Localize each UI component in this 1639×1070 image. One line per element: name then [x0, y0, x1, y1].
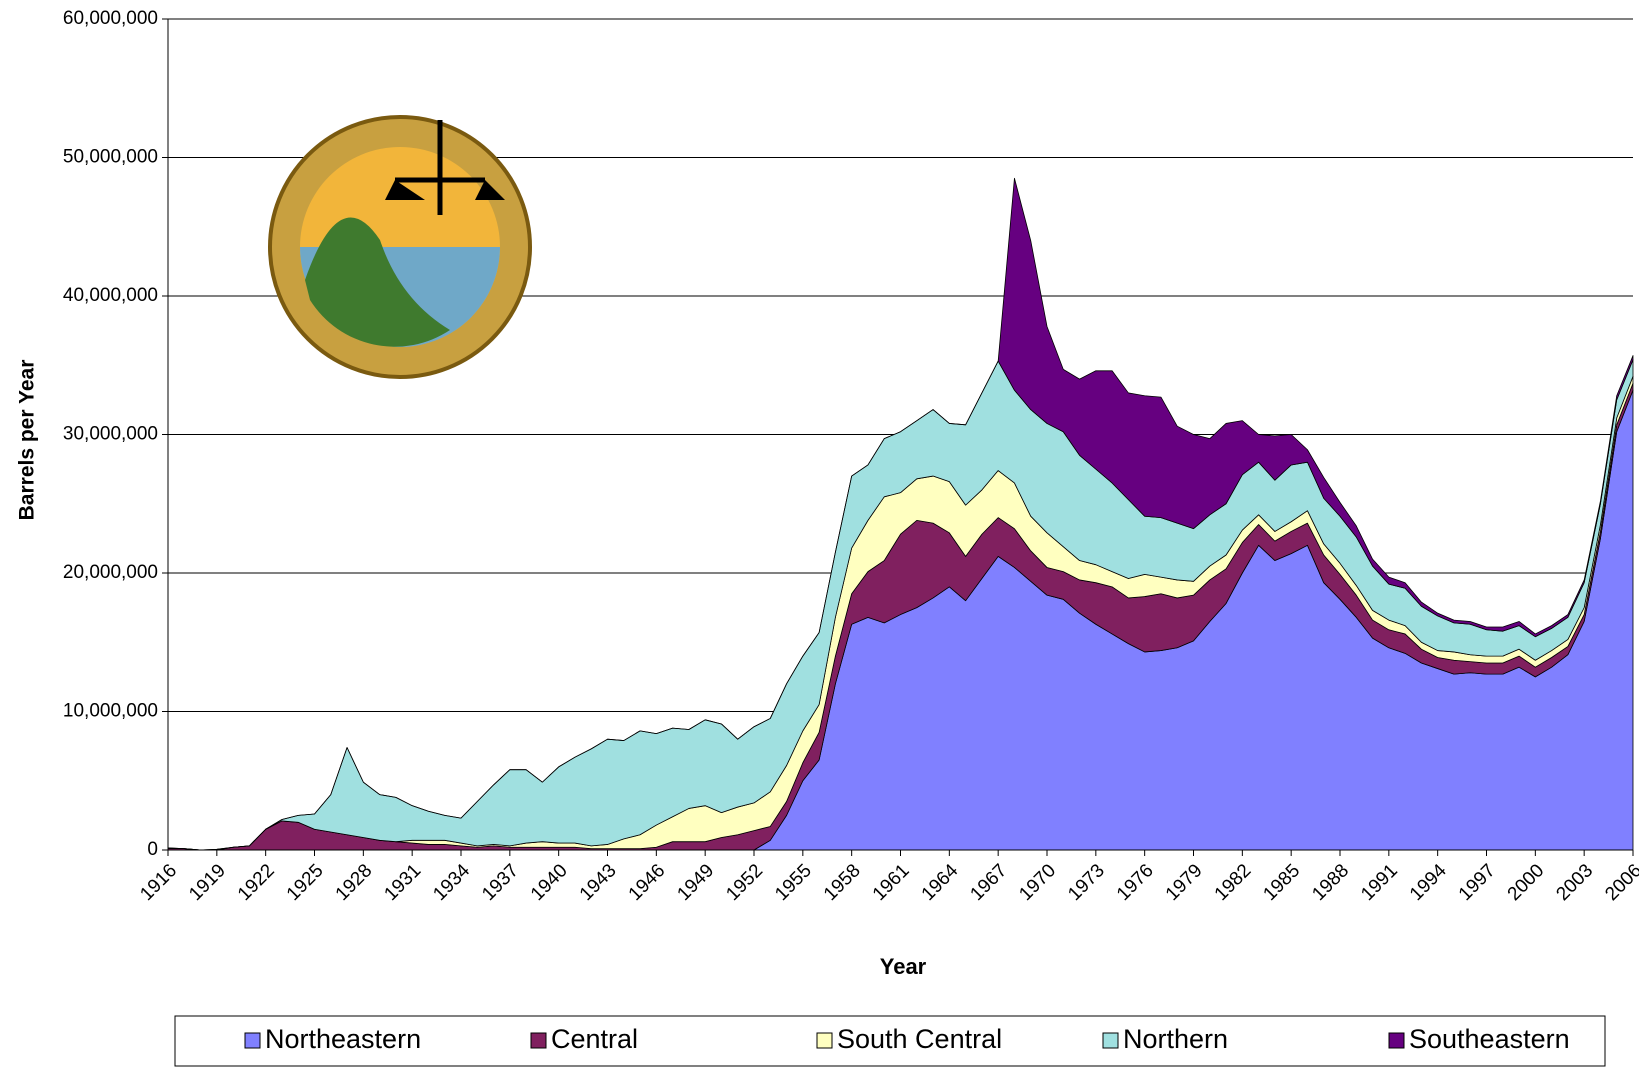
x-tick-label: 1931: [381, 860, 426, 905]
x-tick-label: 1994: [1406, 860, 1451, 905]
legend-label: South Central: [837, 1024, 1002, 1054]
legend-swatch: [1103, 1033, 1118, 1048]
x-tick-label: 1970: [1015, 860, 1060, 905]
x-tick-label: 1928: [332, 860, 377, 905]
x-tick-label: 1967: [967, 860, 1012, 905]
legend-label: Southeastern: [1409, 1024, 1570, 1054]
y-tick-label: 60,000,000: [63, 8, 158, 29]
x-tick-label: 1958: [820, 860, 865, 905]
x-tick-label: 1964: [918, 860, 963, 905]
x-tick-label: 1943: [576, 860, 621, 905]
legend-swatch: [245, 1033, 260, 1048]
x-tick-label: 1937: [478, 860, 523, 905]
y-tick-label: 20,000,000: [63, 562, 158, 583]
y-tick-label: 10,000,000: [63, 701, 158, 722]
x-tick-label: 1946: [625, 860, 670, 905]
legend-label: Central: [551, 1024, 638, 1054]
x-tick-label: 1925: [283, 860, 328, 905]
state-seal: [270, 117, 530, 377]
x-tick-label: 1919: [185, 860, 230, 905]
legend-swatch: [1389, 1033, 1404, 1048]
plot-area: 0 10,000,000 20,000,000 30,000,000 40,000,00…: [63, 8, 1639, 905]
y-tick-label: 0: [147, 839, 158, 860]
legend-label: Northeastern: [265, 1024, 421, 1054]
x-tick-label: 2000: [1504, 860, 1549, 905]
legend-swatch: [531, 1033, 546, 1048]
x-tick-label: 1916: [136, 860, 181, 905]
x-tick-label: 1988: [1308, 860, 1353, 905]
x-tick-label: 1955: [771, 860, 816, 905]
x-tick-label: 1982: [1211, 860, 1256, 905]
x-tick-label: 1976: [1113, 860, 1158, 905]
x-tick-label: 1997: [1455, 860, 1500, 905]
x-tick-label: 2003: [1553, 860, 1598, 905]
x-tick-label: 2006: [1601, 860, 1639, 905]
y-axis-title: Barrels per Year: [16, 360, 39, 521]
y-tick-label: 40,000,000: [63, 285, 158, 306]
x-tick-label: 1973: [1064, 860, 1109, 905]
y-tick-label: 50,000,000: [63, 147, 158, 168]
x-tick-label: 1961: [869, 860, 914, 905]
x-tick-label: 1952: [722, 860, 767, 905]
chart: 0 10,000,000 20,000,000 30,000,000 40,000,00…: [0, 0, 1639, 1070]
x-axis-title: Year: [880, 954, 927, 979]
x-tick-label: 1991: [1357, 860, 1402, 905]
x-tick-label: 1940: [527, 860, 572, 905]
x-tick-label: 1985: [1260, 860, 1305, 905]
x-tick-label: 1922: [234, 860, 279, 905]
x-tick-label: 1979: [1162, 860, 1207, 905]
x-tick-label: 1934: [429, 860, 474, 905]
legend-swatch: [817, 1033, 832, 1048]
y-tick-label: 30,000,000: [63, 424, 158, 445]
x-tick-label: 1949: [674, 860, 719, 905]
legend-label: Northern: [1123, 1024, 1228, 1054]
